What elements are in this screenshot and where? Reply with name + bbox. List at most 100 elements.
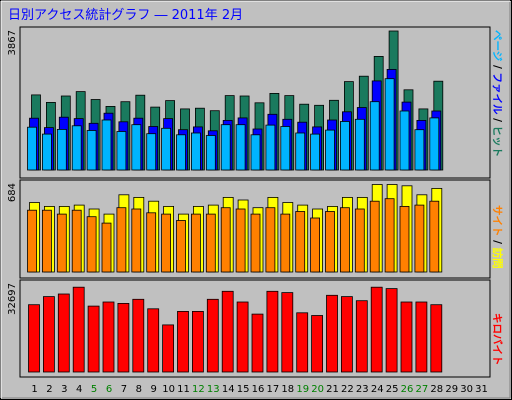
day-label: 7 [121,384,127,395]
sites-bar [176,220,186,273]
pages-bar [101,119,112,171]
pages-bar [116,131,127,171]
pages-bar [384,78,395,171]
sites-bar [56,213,67,273]
day-label: 24 [371,384,384,395]
sites-bar [190,213,201,273]
kbytes-bar [72,286,85,373]
day-label: 10 [162,384,175,395]
pages-bar [369,101,380,171]
day-label: 22 [341,384,354,395]
kbytes-bar [266,290,279,373]
day-label: 23 [356,384,369,395]
sites-bar [205,213,216,273]
kbytes-bar [162,324,175,373]
sites-bar [399,205,410,273]
kbytes-bar [147,308,160,373]
day-label: 6 [106,384,112,395]
sites-bar [235,208,246,273]
day-label: 21 [326,384,339,395]
bars-layer [27,30,444,373]
kbytes-bar [370,286,383,373]
kbytes-bar [400,301,413,373]
sites-bar [27,209,37,273]
pages-bar [27,126,37,171]
hits-side-legend: ページ / ファイル / ヒット [491,30,503,157]
pages-bar [42,133,52,171]
sites-bar [116,207,127,273]
day-label: 12 [192,384,205,395]
kbytes-bar [281,292,294,373]
kbytes-bar [28,304,40,373]
day-label: 14 [222,384,235,395]
kbytes-bar [221,290,234,373]
kbytes-bar [87,305,100,373]
kbytes-bar [296,312,309,373]
kbytes-bar [236,301,249,373]
kbytes-bar [177,310,189,373]
pages-bar [280,126,291,171]
legend-visits: 訪問 [491,248,504,269]
day-label: 5 [91,384,97,395]
sites-bar [101,222,112,273]
visits-side-legend: サイト / 訪問 [491,205,504,269]
sites-bar [161,213,172,273]
sites-bar [86,216,97,273]
kbytes-bar [326,294,338,373]
day-label: 13 [207,384,220,395]
kbytes-bar [102,301,115,373]
day-label: 29 [445,384,458,395]
kbytes-bar [340,296,353,373]
day-label: 15 [237,384,250,395]
kbytes-side-legend: キロバイト [491,313,503,366]
day-axis-labels: 1 2 3 4 5 6 7 8 9 10 11 12 13 14 15 16 17 18 19 20 21 22 23 24 2… [31,384,488,395]
pages-bar [161,127,172,171]
pages-bar [325,129,335,171]
kbytes-bar [355,300,368,373]
pages-bar [250,134,261,171]
pages-bar [220,124,231,171]
day-label: 3 [61,384,67,395]
sites-bar [354,208,365,273]
pages-bar [354,118,365,171]
pages-bar [339,121,350,171]
day-label: 8 [136,384,142,395]
pages-bar [146,133,157,171]
sites-bar [71,209,82,273]
day-label: 31 [475,384,488,395]
kbytes-bar [311,315,324,373]
kbytes-bar [206,298,219,373]
legend-files: ファイル [491,72,503,114]
legend-sep-3: / [491,237,503,248]
kbytes-scale-label: 32697 [7,283,18,315]
hits-scale-label: 3867 [7,30,18,55]
pages-bar [429,117,440,171]
pages-bar [86,130,97,171]
day-label: 30 [460,384,473,395]
day-label: 9 [151,384,157,395]
sites-bar [339,207,350,273]
kbytes-bar [191,310,204,373]
pages-bar [56,128,67,171]
day-label: 16 [252,384,265,395]
day-label: 1 [31,384,37,395]
day-label: 17 [267,384,280,395]
day-label: 27 [416,384,429,395]
pages-bar [310,133,321,171]
sites-bar [146,212,157,273]
kbytes-bar [117,302,130,373]
kbytes-bar [43,296,55,373]
pages-bar [414,129,425,171]
pages-bar [295,132,306,171]
sites-bar [310,217,321,273]
sites-bar [369,200,380,273]
legend-pages: ページ [491,30,503,62]
legend-sites: サイト [491,205,503,237]
kbytes-bar [132,298,145,373]
sites-bar [414,204,425,273]
sites-bar [42,209,52,273]
sites-bar [295,211,306,273]
chart-title: 日別アクセス統計グラフ ― 2011年 2月 [8,7,243,23]
legend-hits: ヒット [491,126,503,158]
